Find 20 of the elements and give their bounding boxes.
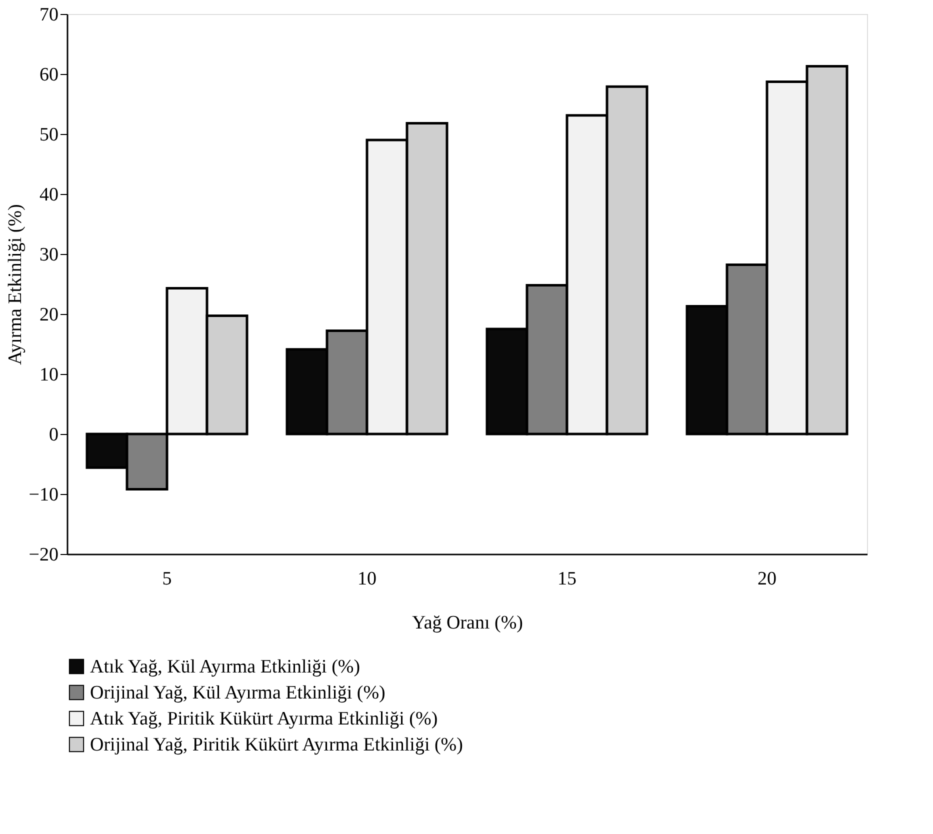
- y-tick-label: 40: [40, 184, 58, 206]
- x-tick-label: 5: [162, 568, 172, 590]
- legend-label: Atık Yağ, Piritik Kükürt Ayırma Etkinliği (%): [90, 708, 438, 730]
- y-tick-label: −10: [28, 484, 58, 506]
- legend-label: Orijinal Yağ, Kül Ayırma Etkinliği (%): [90, 682, 386, 704]
- x-axis-title: Yağ Oranı (%): [412, 612, 523, 634]
- x-tick-label: 20: [758, 568, 776, 590]
- y-axis-title: Ayırma Etkinliği (%): [4, 204, 26, 365]
- legend-label: Atık Yağ, Kül Ayırma Etkinliği (%): [90, 656, 360, 678]
- y-tick-label: 0: [49, 424, 58, 446]
- y-tick-label: 20: [40, 304, 58, 326]
- y-tick-label: 50: [40, 124, 58, 146]
- legend-label: Orijinal Yağ, Piritik Kükürt Ayırma Etkinliği (%): [90, 734, 463, 756]
- y-tick-label: 60: [40, 64, 58, 86]
- y-tick-label: −20: [28, 544, 58, 566]
- y-tick-label: 70: [40, 4, 58, 26]
- y-tick-label: 30: [40, 244, 58, 266]
- y-tick-label: 10: [40, 364, 58, 386]
- x-tick-label: 10: [358, 568, 376, 590]
- x-tick-label: 15: [558, 568, 576, 590]
